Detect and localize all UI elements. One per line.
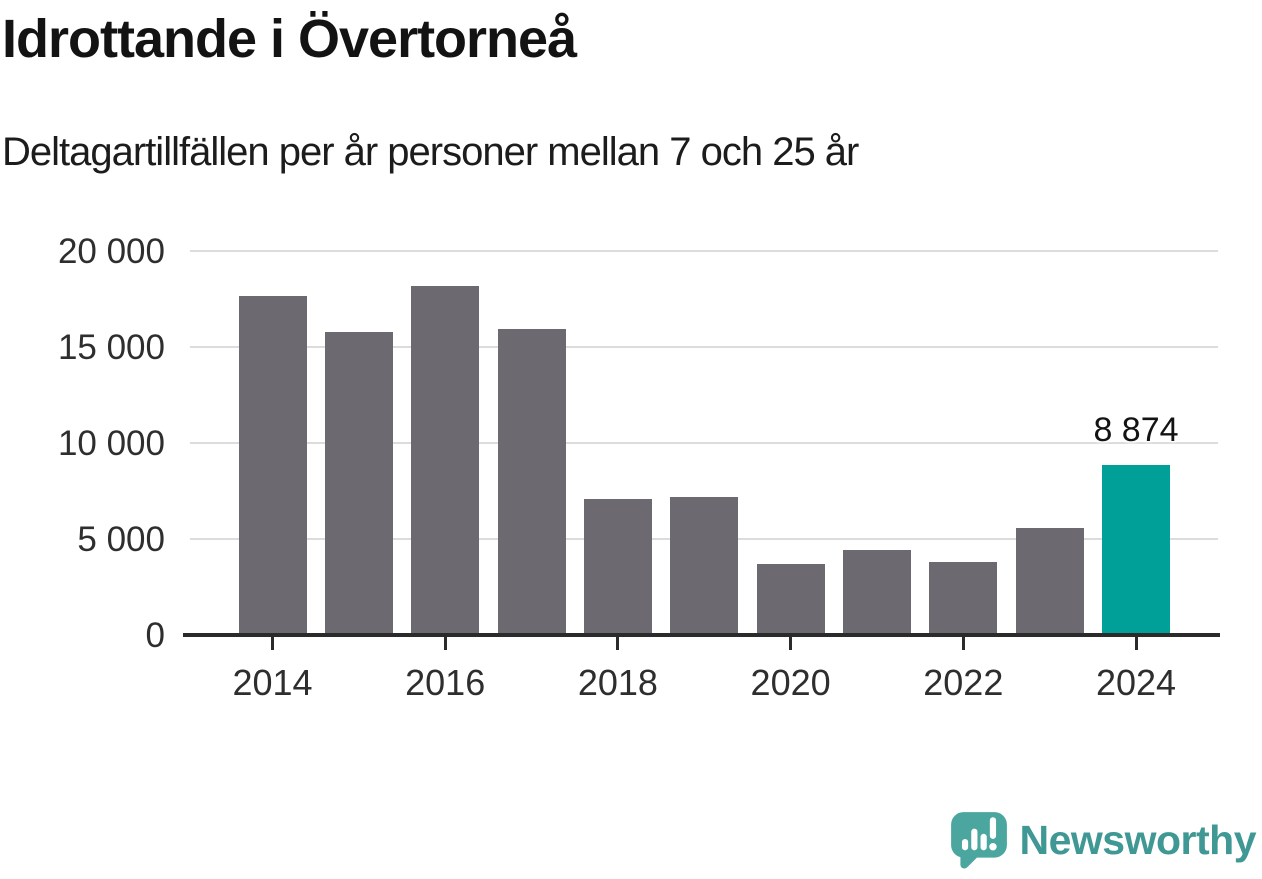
chart-subtitle: Deltagartillfällen per år personer mella…: [2, 130, 859, 174]
y-axis-tick-label: 20 000: [57, 232, 165, 271]
x-axis-tick: [271, 637, 274, 650]
gridline: [190, 442, 1218, 444]
bar: [1015, 528, 1084, 635]
chart-title: Idrottande i Övertorneå: [2, 9, 577, 69]
gridline: [190, 250, 1218, 252]
x-axis-tick-label: 2020: [750, 662, 831, 703]
bar: [929, 562, 998, 635]
x-axis-tick-label: 2016: [405, 662, 486, 703]
bar: [756, 564, 825, 635]
bar: [670, 497, 739, 635]
x-axis-tick-label: 2024: [1095, 662, 1177, 703]
y-axis-tick-label: 10 000: [57, 424, 165, 463]
x-axis-line: [183, 633, 1220, 637]
y-axis-tick-label: 15 000: [57, 328, 165, 367]
bar: [238, 296, 307, 635]
brand-name: Newsworthy: [1019, 816, 1257, 863]
x-axis-tick: [961, 637, 965, 650]
x-axis-tick-label: 2018: [577, 662, 658, 703]
bar-value-label: 8 874: [1093, 411, 1179, 449]
bar-highlighted: [1102, 465, 1170, 635]
bar: [583, 499, 652, 635]
x-axis-tick: [789, 637, 793, 650]
x-axis-tick-label: 2014: [232, 662, 313, 703]
x-axis-tick: [1134, 637, 1138, 650]
gridline: [190, 346, 1218, 348]
brand-footer: Newsworthy: [948, 809, 1257, 871]
newsworthy-logo-icon: [950, 812, 1007, 869]
y-axis-tick-label: 0: [145, 616, 165, 655]
bar: [497, 329, 566, 635]
x-axis-tick: [443, 637, 447, 650]
bar: [324, 332, 393, 635]
x-axis-tick: [616, 637, 620, 650]
x-axis-tick-label: 2022: [923, 662, 1004, 703]
bar: [842, 550, 911, 635]
y-axis-tick-label: 5 000: [77, 520, 165, 559]
bar: [411, 286, 480, 635]
